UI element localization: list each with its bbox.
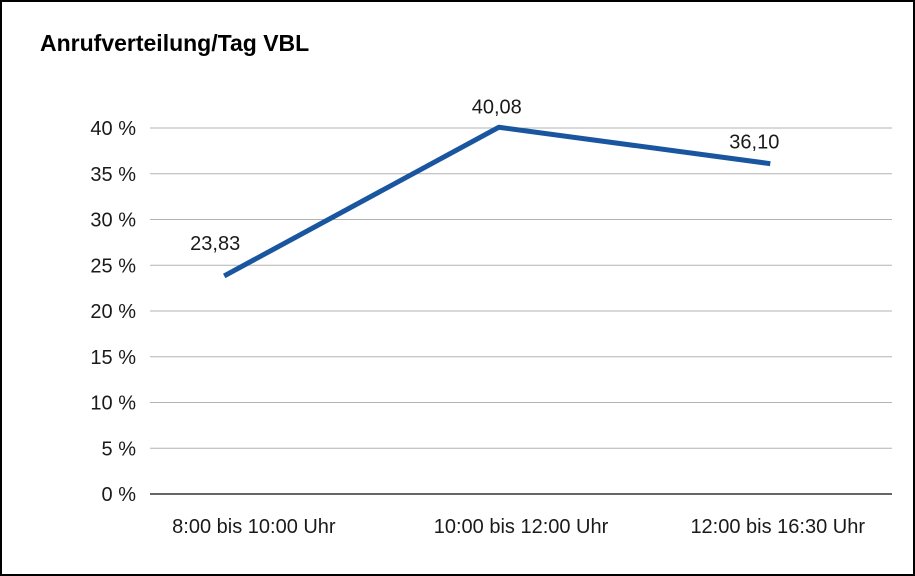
y-tick-label: 20 % [90, 301, 136, 323]
y-tick-label: 35 % [90, 164, 136, 186]
y-tick-label: 40 % [90, 118, 136, 140]
x-tick-label: 10:00 bis 12:00 Uhr [434, 516, 609, 538]
x-tick-label: 8:00 bis 10:00 Uhr [172, 516, 336, 538]
y-tick-label: 15 % [90, 347, 136, 369]
y-tick-label: 0 % [102, 484, 137, 506]
value-label: 23,83 [190, 233, 240, 255]
value-label: 36,10 [729, 132, 779, 154]
value-label: 40,08 [472, 96, 522, 118]
chart-title: Anrufverteilung/Tag VBL [40, 30, 310, 56]
y-tick-label: 25 % [90, 255, 136, 277]
x-tick-label: 12:00 bis 16:30 Uhr [690, 516, 865, 538]
y-tick-label: 10 % [90, 393, 136, 415]
series-line [223, 124, 771, 279]
y-tick-label: 30 % [90, 210, 136, 232]
y-tick-label: 5 % [102, 438, 137, 460]
